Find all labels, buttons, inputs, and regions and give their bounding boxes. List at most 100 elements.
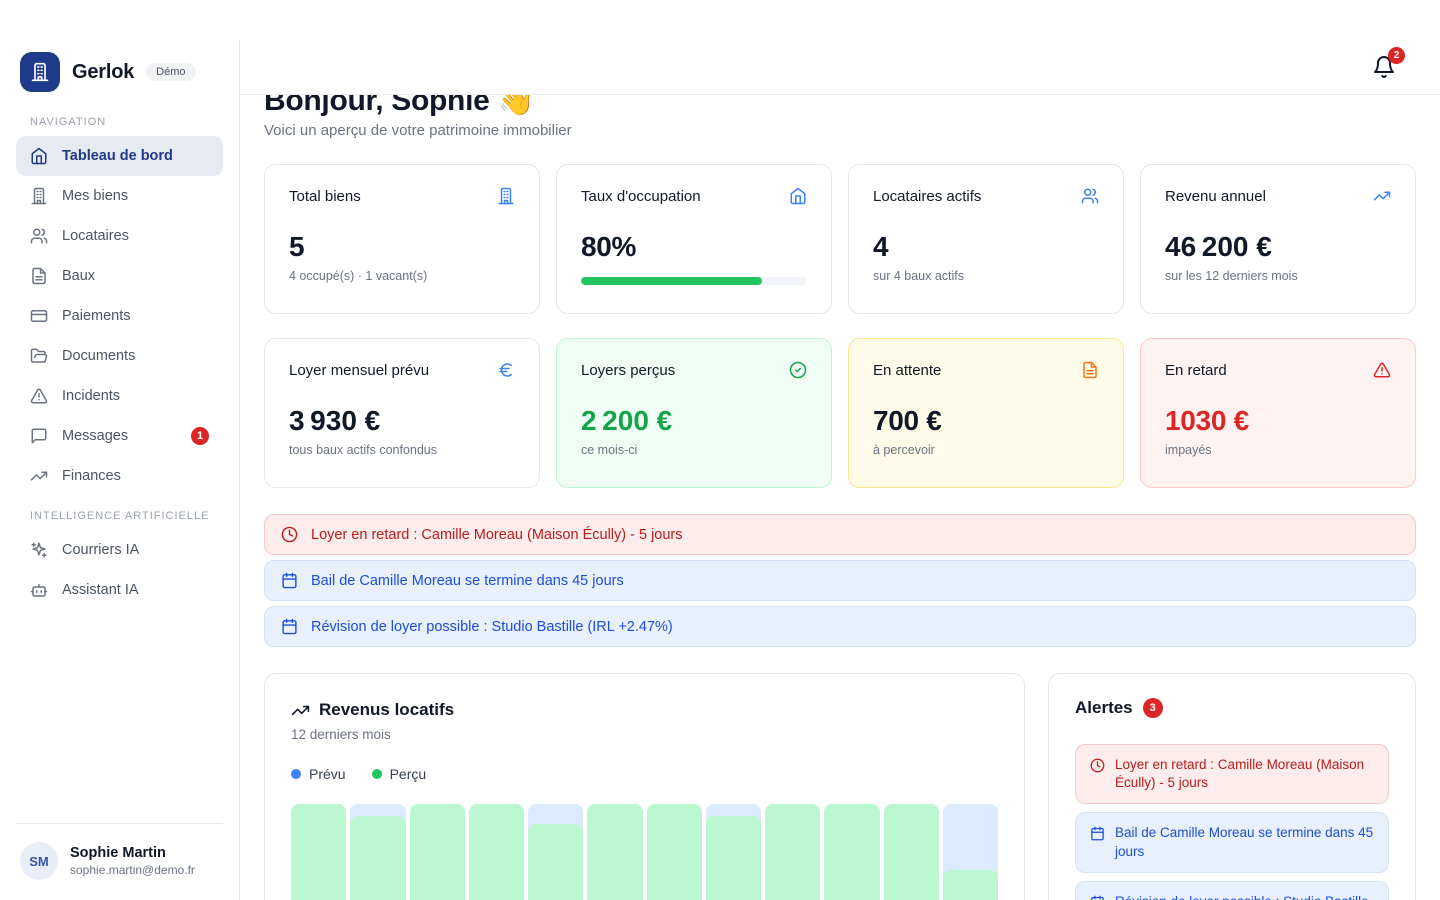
sidebar-item-label: Messages [62, 428, 129, 444]
banner-revision-loyer[interactable]: Révision de loyer possible : Studio Bast… [264, 606, 1416, 647]
alert-triangle-icon [30, 387, 48, 405]
alerts-title: Alertes [1075, 698, 1133, 717]
sidebar-item-label: Courriers IA [62, 542, 140, 558]
sidebar-item-tableau-de-bord[interactable]: Tableau de bord [16, 136, 223, 176]
bottom-row: Revenus locatifs 12 derniers mois Prévu … [264, 673, 1416, 900]
sidebar-item-label: Documents [62, 348, 136, 364]
sidebar-item-courriers-ia[interactable]: Courriers IA [16, 530, 223, 570]
trending-up-icon [1373, 187, 1391, 205]
revenue-bar-month-12 [942, 804, 998, 900]
ai-section-label: INTELLIGENCE ARTIFICIELLE [30, 510, 210, 522]
logo-row: Gerlok Démo [0, 40, 239, 92]
sidebar-item-label: Locataires [62, 228, 129, 244]
revenue-bar-percu-fill [409, 804, 465, 900]
revenue-bar-month-10 [824, 804, 880, 900]
occupancy-progress [581, 277, 807, 285]
sidebar-item-messages[interactable]: Messages 1 [16, 416, 223, 456]
credit-card-icon [30, 307, 48, 325]
banner-text: Loyer en retard : Camille Moreau (Maison… [311, 526, 683, 543]
trending-up-icon [30, 467, 48, 485]
occupancy-progress-fill [581, 277, 762, 285]
top-whitespace [0, 0, 1440, 40]
revenue-bar-percu-fill [705, 816, 761, 900]
sidebar-item-label: Mes biens [62, 188, 129, 204]
sidebar-item-baux[interactable]: Baux [16, 256, 223, 296]
alert-item-loyer-en-retard[interactable]: Loyer en retard : Camille Moreau (Maison… [1075, 744, 1389, 805]
sidebar-item-documents[interactable]: Documents [16, 336, 223, 376]
legend-prevu: Prévu [291, 766, 346, 782]
banner-loyer-en-retard[interactable]: Loyer en retard : Camille Moreau (Maison… [264, 514, 1416, 555]
stat-value: 4 [873, 231, 889, 262]
home-icon [789, 187, 807, 205]
stat-card-taux-occupation: Taux d'occupation 80% [556, 164, 832, 314]
revenue-bar-month-5 [528, 804, 584, 900]
chart-title: Revenus locatifs [319, 700, 455, 719]
revenue-bar-percu-fill [765, 804, 821, 900]
sparkles-icon [30, 541, 48, 559]
alertes-panel: Alertes 3 Loyer en retard : Camille More… [1048, 673, 1416, 900]
banner-text: Révision de loyer possible : Studio Bast… [311, 618, 673, 635]
sidebar-item-finances[interactable]: Finances [16, 456, 223, 496]
home-icon [30, 147, 48, 165]
sidebar-item-paiements[interactable]: Paiements [16, 296, 223, 336]
stat-value: 46 200 € [1165, 231, 1272, 262]
stat-value: 3 930 € [289, 405, 381, 436]
users-icon [1081, 187, 1099, 205]
stat-card-en-retard: En retard 1030 € impayés [1140, 338, 1416, 488]
revenue-bar-month-2 [350, 804, 406, 900]
nav-section-label: NAVIGATION [30, 116, 107, 128]
revenue-bar-percu-fill [350, 816, 406, 900]
stat-subtitle: impayés [1165, 443, 1212, 457]
sidebar-item-mes-biens[interactable]: Mes biens [16, 176, 223, 216]
stat-subtitle: 4 occupé(s) · 1 vacant(s) [289, 269, 428, 283]
alert-item-bail-se-termine[interactable]: Bail de Camille Moreau se termine dans 4… [1075, 812, 1389, 873]
ai-nav: Courriers IA Assistant IA [0, 530, 239, 610]
revenue-bar-month-7 [646, 804, 702, 900]
sidebar-item-label: Assistant IA [62, 582, 139, 598]
stat-value: 2 200 € [581, 405, 673, 436]
chart-legend: Prévu Perçu [291, 766, 998, 782]
stat-subtitle: tous baux actifs confondus [289, 443, 438, 457]
user-profile[interactable]: SM Sophie Martin sophie.martin@demo.fr [16, 823, 223, 900]
revenue-bar-percu-fill [883, 804, 939, 900]
message-square-icon [30, 427, 48, 445]
revenue-bar-month-11 [883, 804, 939, 900]
building-icon [30, 187, 48, 205]
user-email: sophie.martin@demo.fr [70, 863, 195, 877]
users-icon [30, 227, 48, 245]
avatar: SM [20, 842, 58, 880]
stat-title: Loyer mensuel prévu [289, 361, 430, 379]
stat-title: En attente [873, 361, 942, 379]
revenus-locatifs-panel: Revenus locatifs 12 derniers mois Prévu … [264, 673, 1025, 900]
trending-up-icon [291, 701, 310, 720]
file-text-icon [1081, 361, 1099, 379]
stat-card-total-biens: Total biens 5 4 occupé(s) · 1 vacant(s) [264, 164, 540, 314]
bot-icon [30, 581, 48, 599]
sidebar-item-locataires[interactable]: Locataires [16, 216, 223, 256]
messages-unread-badge: 1 [191, 427, 209, 445]
notifications-button[interactable]: 2 [1372, 47, 1405, 79]
alerts-count-badge: 3 [1142, 698, 1163, 718]
sidebar-item-label: Tableau de bord [62, 148, 173, 164]
clock-icon [281, 526, 298, 543]
revenue-bar-month-4 [468, 804, 524, 900]
banner-bail-se-termine[interactable]: Bail de Camille Moreau se termine dans 4… [264, 560, 1416, 601]
alert-list: Loyer en retard : Camille Moreau (Maison… [1075, 744, 1389, 900]
revenue-bar-month-1 [291, 804, 347, 900]
stat-card-locataires-actifs: Locataires actifs 4 sur 4 baux actifs [848, 164, 1124, 314]
sidebar-item-label: Incidents [62, 388, 121, 404]
folder-open-icon [30, 347, 48, 365]
sidebar-item-incidents[interactable]: Incidents [16, 376, 223, 416]
calendar-icon [1090, 895, 1105, 900]
sidebar-item-label: Baux [62, 268, 96, 284]
revenue-bar-month-9 [765, 804, 821, 900]
revenue-bar-month-6 [587, 804, 643, 900]
alert-item-revision-loyer[interactable]: Révision de loyer possible : Studio Bast… [1075, 880, 1389, 900]
legend-percu: Perçu [371, 766, 426, 782]
legend-prevu-dot [291, 769, 301, 779]
sidebar-item-assistant-ia[interactable]: Assistant IA [16, 570, 223, 610]
page-subtitle: Voici un aperçu de votre patrimoine immo… [264, 122, 572, 139]
sidebar: Gerlok Démo NAVIGATION Tableau de bord M… [0, 40, 240, 900]
euro-icon [497, 361, 515, 379]
notifications-count-badge: 2 [1388, 47, 1405, 64]
